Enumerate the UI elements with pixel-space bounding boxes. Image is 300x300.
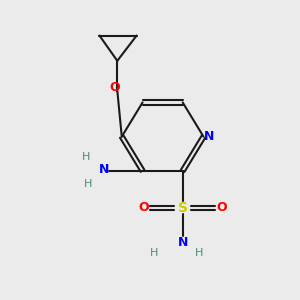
Text: H: H: [82, 152, 90, 162]
Text: S: S: [178, 201, 188, 215]
Text: O: O: [216, 202, 226, 214]
Text: N: N: [178, 236, 188, 249]
Text: N: N: [99, 163, 109, 176]
Text: N: N: [204, 130, 214, 143]
Text: H: H: [195, 248, 203, 257]
Text: O: O: [110, 81, 120, 94]
Text: H: H: [150, 248, 159, 257]
Text: H: H: [83, 179, 92, 189]
Text: O: O: [139, 202, 149, 214]
